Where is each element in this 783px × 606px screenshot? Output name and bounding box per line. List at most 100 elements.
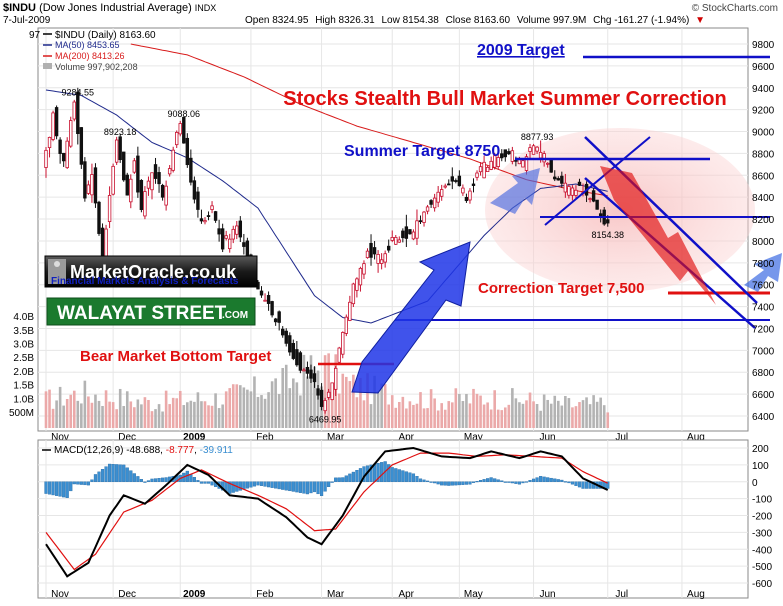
- legend-ma200: MA(200) 8413.26: [55, 51, 125, 61]
- candle-body: [436, 191, 440, 203]
- candle-body: [228, 238, 232, 250]
- volume-axis: 500M 1.0B 1.5B 2.0B 2.5B 3.0B 3.5B 4.0B: [9, 312, 34, 419]
- macd-histogram-bar: [125, 467, 129, 482]
- candle-body: [432, 197, 437, 209]
- macd-histogram-bar: [348, 473, 352, 482]
- candle-body: [411, 231, 416, 240]
- macd-histogram-bar: [574, 481, 578, 486]
- candle-body: [206, 215, 211, 217]
- price-extreme-label: 8923.18: [104, 127, 137, 137]
- macd-histogram-bar: [535, 477, 539, 482]
- volume-bar: [422, 408, 426, 428]
- candle-body: [122, 151, 126, 181]
- candle-body: [114, 139, 119, 163]
- symbol-title: $INDU (Dow Jones Industrial Average) IND…: [3, 2, 216, 14]
- volume-bar: [553, 395, 557, 428]
- annotation-texts: Stocks Stealth Bull Market Summer Correc…: [80, 42, 727, 365]
- candle-body: [76, 91, 80, 134]
- volume-bar: [44, 391, 48, 428]
- oracle-figure-icon: [48, 259, 66, 284]
- volume-bar: [80, 403, 83, 428]
- volume-bar: [560, 405, 564, 428]
- volume-bar: [440, 403, 443, 428]
- candle-body: [97, 201, 101, 234]
- candle-body: [588, 198, 592, 200]
- macd-histogram-bar: [305, 481, 310, 495]
- macd-histogram-bar: [76, 481, 80, 485]
- candle-body: [500, 153, 504, 159]
- volume-bar: [277, 394, 281, 428]
- candle-body: [291, 342, 296, 359]
- macd-histogram-bar: [122, 464, 126, 482]
- macd-histogram-bar: [54, 481, 59, 496]
- candle-body: [485, 166, 490, 172]
- volume-bar: [161, 411, 164, 428]
- macd-histogram-bar: [482, 479, 486, 482]
- candle-body: [182, 116, 186, 144]
- candle-body: [259, 290, 264, 296]
- macd-histogram-bar: [284, 481, 288, 491]
- volume-bar: [345, 376, 348, 428]
- macd-histogram-bar: [266, 481, 271, 488]
- macd-histogram-bar: [542, 476, 546, 482]
- volume-bar: [567, 398, 571, 428]
- macd-histogram-bar: [143, 481, 147, 483]
- candle-body: [379, 259, 384, 264]
- macd-histogram-bar: [47, 481, 52, 495]
- price-extreme-label: 9088.06: [168, 109, 201, 119]
- volume-bar: [221, 404, 224, 428]
- marketoracle-logo: MarketOracle.co.uk: [44, 255, 258, 288]
- candle-body: [524, 156, 529, 171]
- volume-bar: [500, 410, 504, 428]
- volume-bar: [412, 404, 415, 428]
- macd-histogram-bar: [238, 481, 242, 491]
- volume-bar: [267, 392, 270, 428]
- macd-histogram-bar: [344, 475, 348, 482]
- macd-histogram-bar: [425, 480, 430, 482]
- macd-histogram-bar: [104, 466, 108, 482]
- chart-date: 7-Jul-2009: [3, 15, 51, 26]
- candle-body: [220, 228, 225, 250]
- volume-bar: [72, 390, 76, 428]
- volume-bar: [518, 402, 521, 428]
- macd-histogram-bar: [489, 477, 493, 482]
- candle-body: [355, 278, 359, 291]
- legend-volume-swatch: [43, 63, 52, 69]
- candle-body: [288, 335, 292, 353]
- candle-body: [319, 389, 324, 407]
- candle-body: [79, 127, 84, 165]
- candle-body: [178, 123, 182, 135]
- ohlc-readout: Open 8324.95 High 8326.31 Low 8154.38 Cl…: [245, 15, 705, 26]
- candle-body: [44, 149, 48, 168]
- candle-body: [464, 196, 469, 202]
- macd-histogram-bar: [309, 481, 313, 494]
- volume-bar: [348, 381, 352, 428]
- macd-histogram-bar: [570, 481, 575, 485]
- volume-bar: [341, 373, 345, 428]
- candle-body: [270, 301, 274, 316]
- macd-line: [45, 446, 609, 578]
- volume-bar: [366, 373, 369, 428]
- candle-body: [86, 184, 91, 194]
- macd-histogram-bar: [65, 481, 69, 498]
- macd-histogram-bar: [249, 481, 253, 488]
- macd-histogram-bar: [72, 481, 76, 485]
- macd-histogram-bar: [83, 481, 87, 486]
- candle-body: [591, 190, 596, 202]
- right-up-arrow: [744, 253, 782, 292]
- volume-bar: [475, 393, 479, 428]
- candle-body: [478, 166, 483, 173]
- volume-bar: [592, 395, 595, 428]
- price-tick-label: 6600: [752, 390, 775, 401]
- macd-histogram-bar: [270, 481, 274, 488]
- volume-bar: [118, 388, 122, 428]
- price-tick-label: 7200: [752, 324, 775, 335]
- macd-histogram-bar: [139, 479, 143, 482]
- volume-bar: [299, 395, 302, 428]
- volume-bar: [58, 386, 62, 428]
- volume-bar: [447, 401, 451, 428]
- marketoracle-wordmark: MarketOracle.co.uk: [70, 262, 237, 282]
- volume-bar: [450, 402, 454, 428]
- candle-body: [139, 180, 144, 210]
- correction-target-label: Correction Target 7,500: [478, 280, 644, 297]
